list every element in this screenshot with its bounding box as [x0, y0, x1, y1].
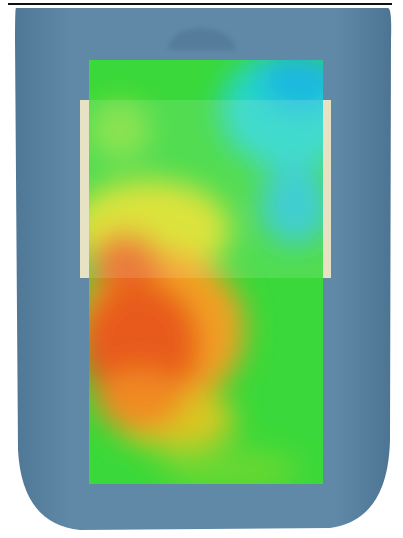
device-notch	[168, 28, 236, 50]
top-edge	[8, 3, 392, 5]
heat-map	[89, 60, 323, 484]
